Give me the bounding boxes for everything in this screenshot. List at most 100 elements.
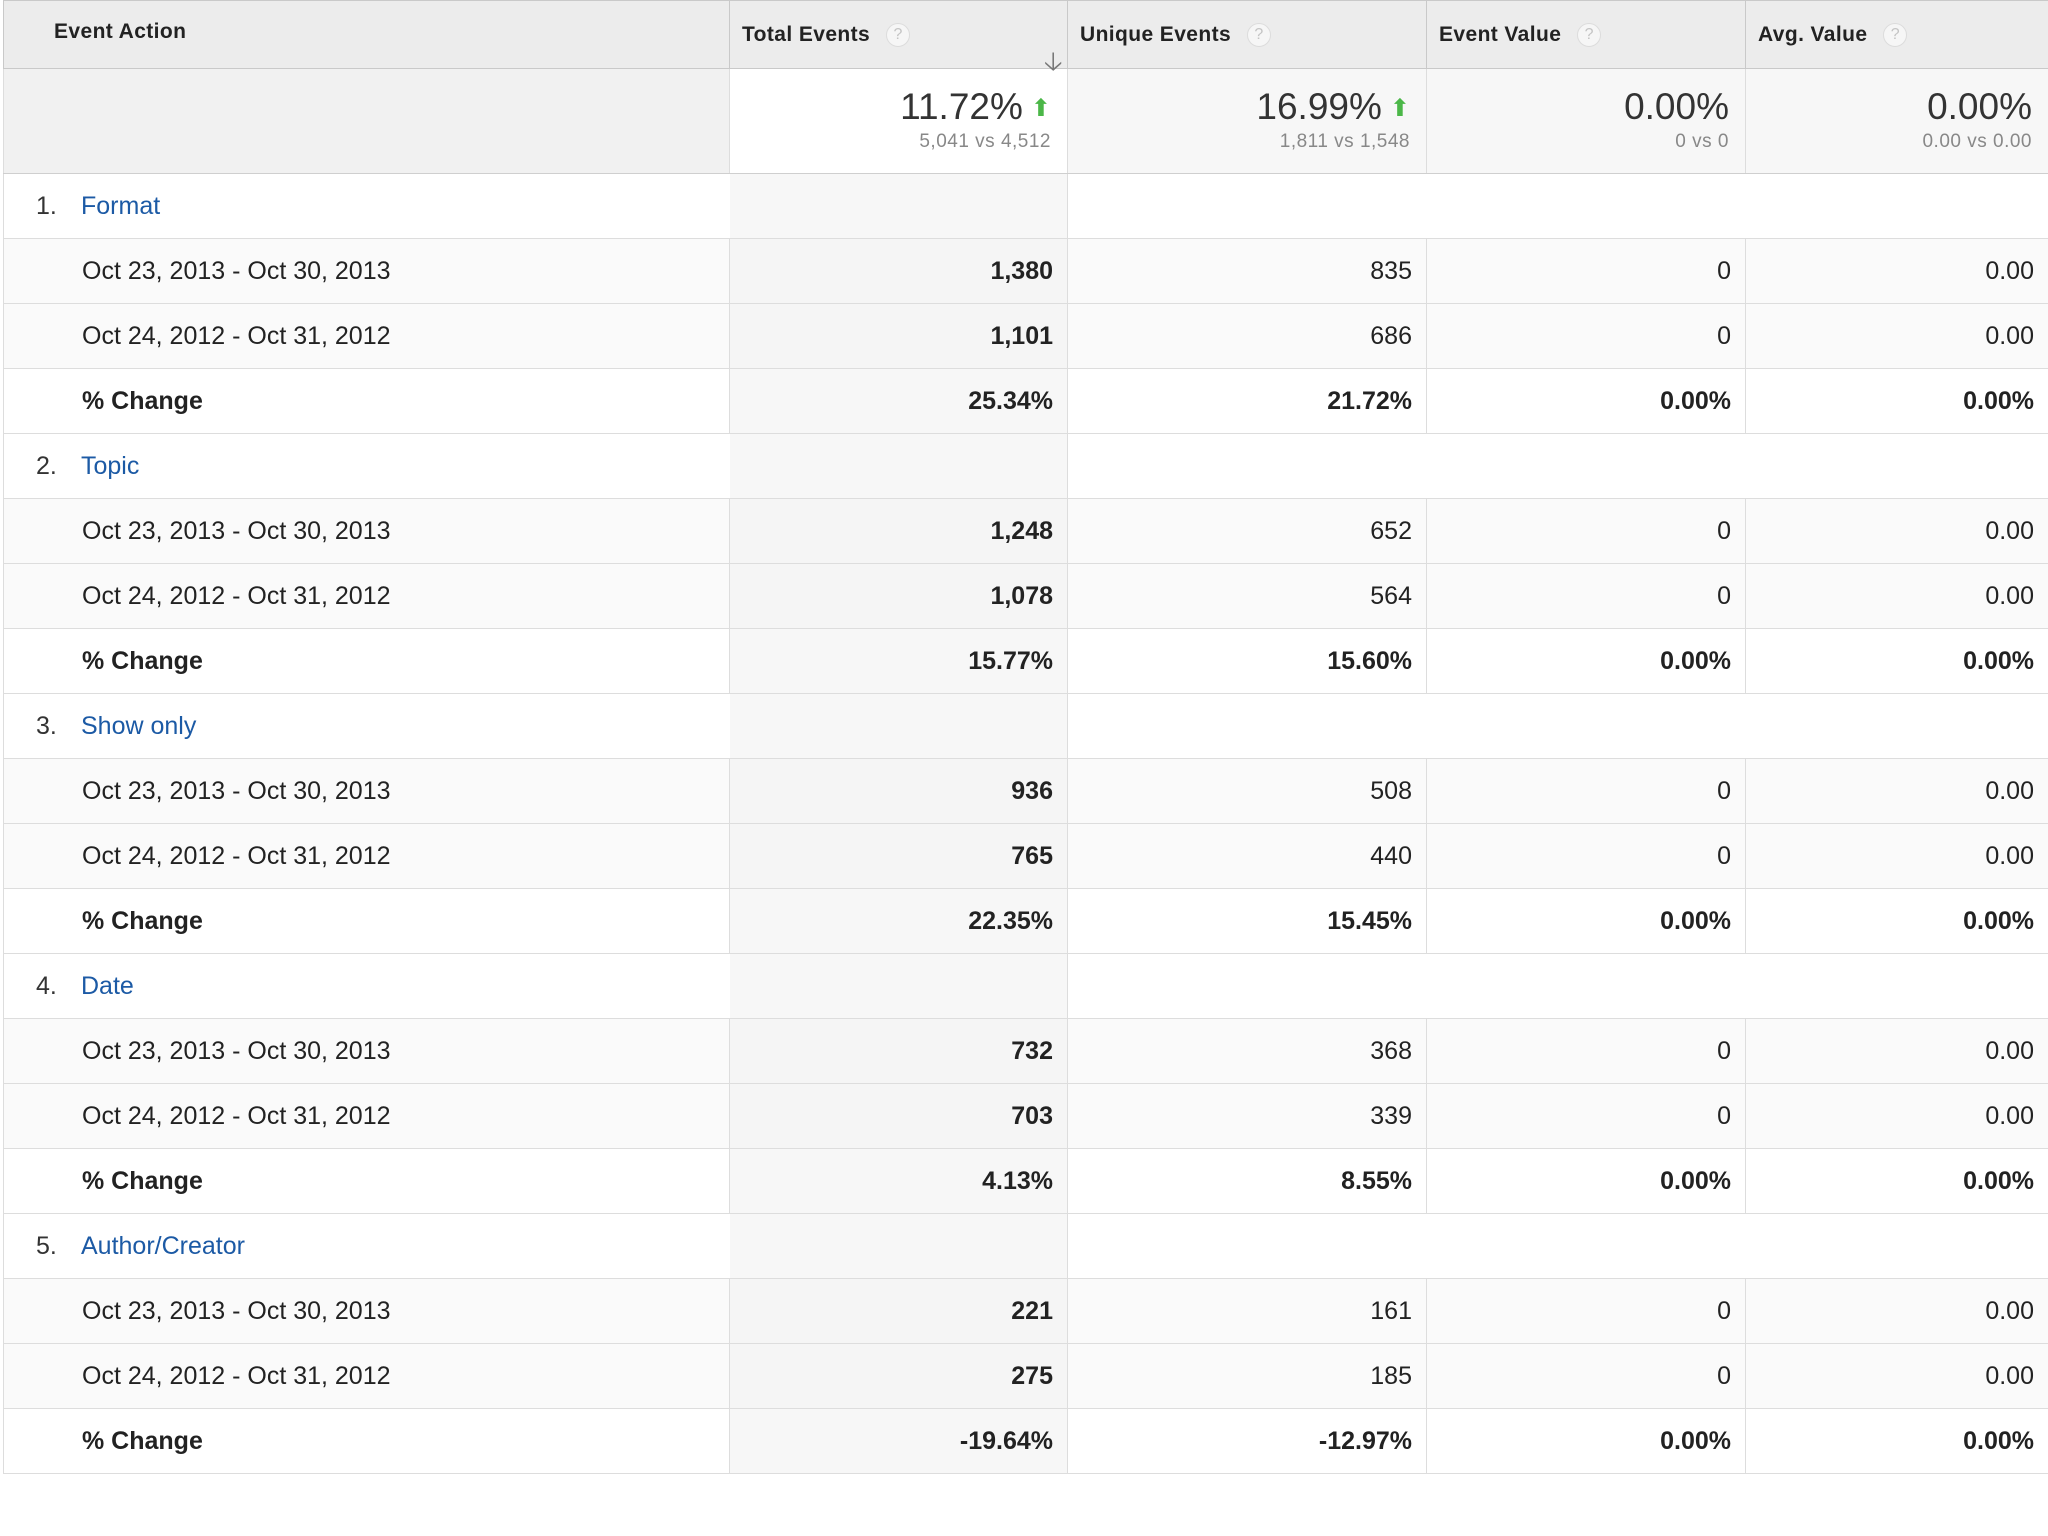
- total-events-change: 15.77%: [729, 628, 1068, 694]
- avg-value-value: 0.00: [1745, 1278, 2048, 1344]
- unique-events-value: 564: [1067, 563, 1427, 629]
- empty-cell: [1426, 693, 1746, 759]
- percent-change-label: % Change: [3, 1408, 730, 1474]
- date-range-row: Oct 23, 2013 - Oct 30, 2013 936 508 0 0.00: [3, 758, 2048, 824]
- event-action-link[interactable]: Show only: [81, 711, 197, 740]
- date-range-label: Oct 24, 2012 - Oct 31, 2012: [3, 823, 730, 889]
- event-action-cell: 5. Author/Creator: [3, 1213, 730, 1279]
- column-header-label: Total Events: [742, 22, 871, 46]
- avg-value-change: 0.00%: [1745, 888, 2048, 954]
- percent-change-row: % Change 25.34% 21.72% 0.00% 0.00%: [3, 368, 2048, 434]
- event-value-change: 0.00%: [1426, 368, 1746, 434]
- date-range-label: Oct 23, 2013 - Oct 30, 2013: [3, 238, 730, 304]
- row-index: 1.: [36, 191, 57, 220]
- column-header-unique-events[interactable]: Unique Events ?: [1067, 0, 1427, 69]
- help-icon[interactable]: ?: [1883, 22, 1908, 47]
- table-header-row: Event Action Total Events ? 🡣 Unique Eve…: [3, 0, 2048, 76]
- date-range-label: Oct 24, 2012 - Oct 31, 2012: [3, 1343, 730, 1409]
- column-header-avg-value[interactable]: Avg. Value ?: [1745, 0, 2048, 69]
- date-range-row: Oct 24, 2012 - Oct 31, 2012 1,078 564 0 0.00: [3, 563, 2048, 629]
- avg-value-change: 0.00%: [1745, 628, 2048, 694]
- event-value-value: 0: [1426, 1083, 1746, 1149]
- event-value-value: 0: [1426, 1018, 1746, 1084]
- unique-events-value: 686: [1067, 303, 1427, 369]
- event-action-report-table: Event Action Total Events ? 🡣 Unique Eve…: [3, 0, 2048, 1474]
- event-action-cell: 3. Show only: [3, 693, 730, 759]
- date-range-label: Oct 24, 2012 - Oct 31, 2012: [3, 1083, 730, 1149]
- unique-events-value: 508: [1067, 758, 1427, 824]
- empty-cell: [1426, 953, 1746, 1019]
- total-events-change: 4.13%: [729, 1148, 1068, 1214]
- help-icon[interactable]: ?: [1577, 22, 1602, 47]
- avg-value-value: 0.00: [1745, 563, 2048, 629]
- unique-events-value: 440: [1067, 823, 1427, 889]
- empty-cell: [1745, 693, 2048, 759]
- event-action-link[interactable]: Topic: [81, 451, 140, 480]
- percent-change-row: % Change 15.77% 15.60% 0.00% 0.00%: [3, 628, 2048, 694]
- total-events-value: 1,078: [729, 563, 1068, 629]
- avg-value-value: 0.00: [1745, 1343, 2048, 1409]
- help-icon[interactable]: ?: [886, 22, 911, 47]
- up-arrow-icon: ⬆: [1389, 95, 1410, 122]
- percent-change-row: % Change -19.64% -12.97% 0.00% 0.00%: [3, 1408, 2048, 1474]
- total-events-value: 703: [729, 1083, 1068, 1149]
- total-events-value: 732: [729, 1018, 1068, 1084]
- summary-avg-value-pct: 0.00%: [1927, 86, 2032, 127]
- page-bottom-margin: [0, 1475, 2048, 1536]
- empty-cell: [1426, 1213, 1746, 1279]
- column-header-label: Event Action: [54, 19, 187, 43]
- event-action-cell: 4. Date: [3, 953, 730, 1019]
- column-header-label: Unique Events: [1080, 22, 1232, 46]
- empty-cell: [1745, 1213, 2048, 1279]
- event-value-value: 0: [1426, 1278, 1746, 1344]
- unique-events-value: 339: [1067, 1083, 1427, 1149]
- summary-total-events-detail: 5,041 vs 4,512: [919, 131, 1051, 152]
- event-action-cell: 2. Topic: [3, 433, 730, 499]
- unique-events-value: 185: [1067, 1343, 1427, 1409]
- column-header-label: Avg. Value: [1758, 22, 1868, 46]
- event-action-row: 1. Format: [3, 173, 2048, 239]
- percent-change-label: % Change: [3, 628, 730, 694]
- unique-events-change: 8.55%: [1067, 1148, 1427, 1214]
- column-header-event-value[interactable]: Event Value ?: [1426, 0, 1746, 69]
- avg-value-value: 0.00: [1745, 758, 2048, 824]
- empty-cell: [1745, 953, 2048, 1019]
- event-action-link[interactable]: Date: [81, 971, 134, 1000]
- event-action-link[interactable]: Format: [81, 191, 161, 220]
- total-events-value: 765: [729, 823, 1068, 889]
- column-header-total-events[interactable]: Total Events ? 🡣: [729, 0, 1068, 76]
- event-value-value: 0: [1426, 563, 1746, 629]
- avg-value-change: 0.00%: [1745, 1408, 2048, 1474]
- avg-value-value: 0.00: [1745, 498, 2048, 564]
- column-header-event-action[interactable]: Event Action: [3, 0, 730, 69]
- summary-total-events-pct: 11.72%: [900, 86, 1023, 127]
- avg-value-change: 0.00%: [1745, 368, 2048, 434]
- summary-row: 11.72% ⬆ 5,041 vs 4,512 16.99% ⬆ 1,811 vs …: [3, 68, 2048, 174]
- avg-value-value: 0.00: [1745, 1018, 2048, 1084]
- event-action-cell: 1. Format: [3, 173, 730, 239]
- help-icon[interactable]: ?: [1247, 22, 1272, 47]
- sort-descending-icon[interactable]: 🡣: [1043, 45, 1063, 76]
- event-value-value: 0: [1426, 1343, 1746, 1409]
- date-range-row: Oct 24, 2012 - Oct 31, 2012 1,101 686 0 0.00: [3, 303, 2048, 369]
- summary-unique-events-detail: 1,811 vs 1,548: [1279, 131, 1410, 152]
- date-range-label: Oct 23, 2013 - Oct 30, 2013: [3, 1278, 730, 1344]
- percent-change-row: % Change 22.35% 15.45% 0.00% 0.00%: [3, 888, 2048, 954]
- date-range-row: Oct 23, 2013 - Oct 30, 2013 1,248 652 0 0.00: [3, 498, 2048, 564]
- event-value-value: 0: [1426, 758, 1746, 824]
- summary-event-value-pct: 0.00%: [1624, 86, 1729, 127]
- empty-cell: [729, 433, 1068, 499]
- event-value-change: 0.00%: [1426, 1408, 1746, 1474]
- summary-unique-events: 16.99% ⬆ 1,811 vs 1,548: [1067, 68, 1427, 174]
- event-value-change: 0.00%: [1426, 1148, 1746, 1214]
- event-action-row: 2. Topic: [3, 433, 2048, 499]
- event-value-change: 0.00%: [1426, 628, 1746, 694]
- summary-unique-events-pct: 16.99%: [1256, 86, 1382, 127]
- unique-events-value: 835: [1067, 238, 1427, 304]
- event-action-row: 3. Show only: [3, 693, 2048, 759]
- date-range-label: Oct 23, 2013 - Oct 30, 2013: [3, 758, 730, 824]
- summary-avg-value-detail: 0.00 vs 0.00: [1922, 131, 2032, 152]
- summary-avg-value: 0.00% 0.00 vs 0.00: [1745, 68, 2048, 174]
- event-action-link[interactable]: Author/Creator: [81, 1231, 245, 1260]
